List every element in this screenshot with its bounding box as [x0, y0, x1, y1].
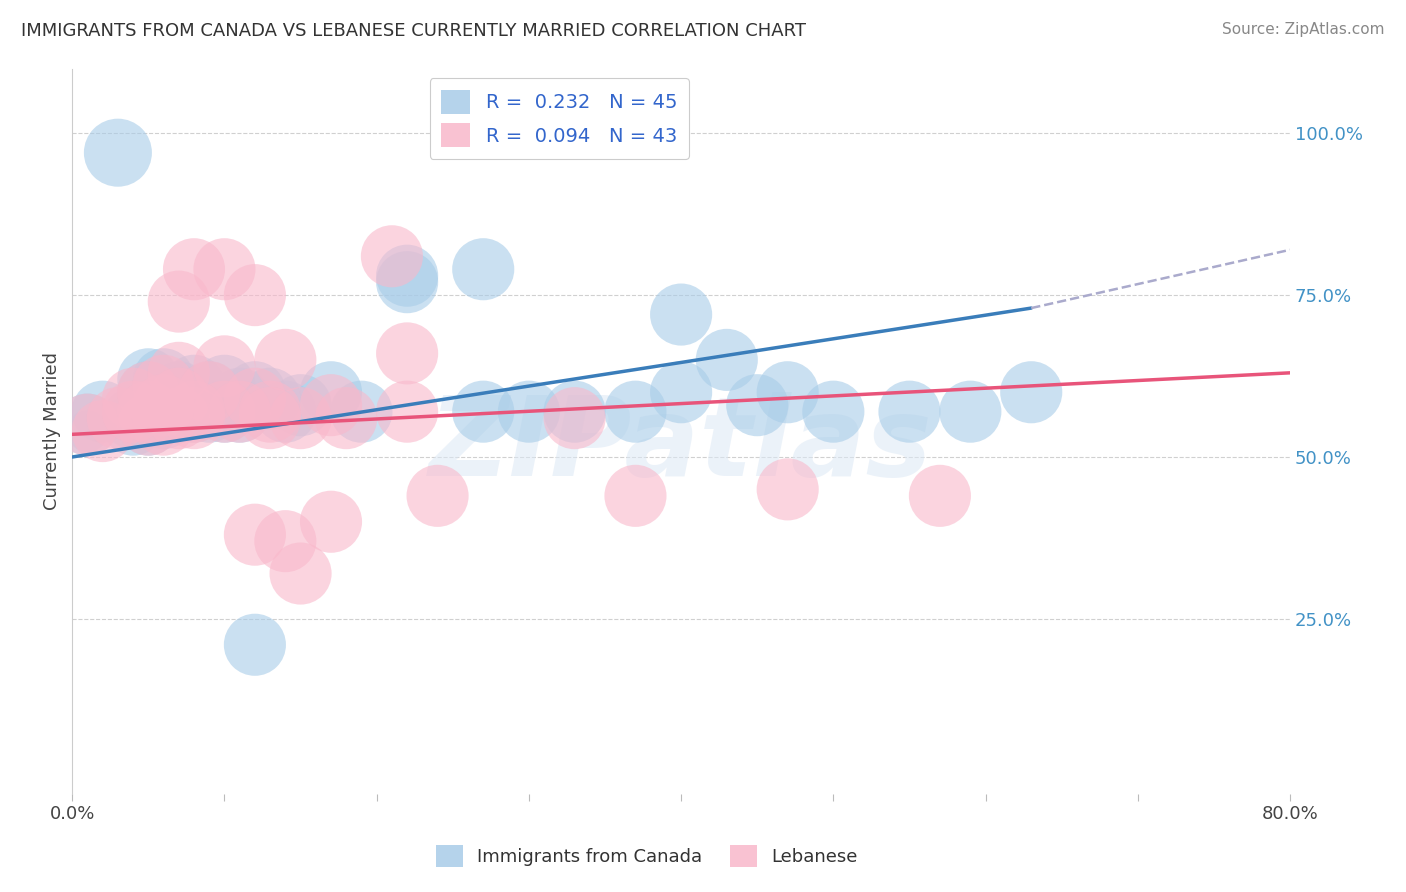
Point: [152, 398, 174, 412]
Text: IMMIGRANTS FROM CANADA VS LEBANESE CURRENTLY MARRIED CORRELATION CHART: IMMIGRANTS FROM CANADA VS LEBANESE CURRE…: [21, 22, 806, 40]
Point: [259, 392, 281, 406]
Point: [107, 411, 129, 425]
Point: [198, 385, 221, 400]
Point: [138, 417, 160, 432]
Point: [624, 405, 647, 419]
Point: [122, 411, 145, 425]
Point: [1019, 385, 1042, 400]
Point: [214, 262, 236, 277]
Point: [122, 392, 145, 406]
Point: [243, 385, 266, 400]
Point: [243, 527, 266, 541]
Point: [319, 398, 342, 412]
Point: [91, 405, 114, 419]
Point: [669, 385, 692, 400]
Point: [959, 405, 981, 419]
Point: [396, 346, 419, 360]
Point: [517, 405, 540, 419]
Text: ZIPatlas: ZIPatlas: [429, 392, 934, 500]
Point: [122, 405, 145, 419]
Point: [183, 405, 205, 419]
Point: [152, 411, 174, 425]
Point: [823, 405, 845, 419]
Point: [152, 372, 174, 386]
Point: [228, 405, 250, 419]
Point: [138, 372, 160, 386]
Point: [167, 366, 190, 380]
Point: [426, 489, 449, 503]
Y-axis label: Currently Married: Currently Married: [44, 352, 60, 510]
Point: [198, 385, 221, 400]
Point: [107, 145, 129, 160]
Point: [472, 405, 495, 419]
Point: [624, 489, 647, 503]
Point: [167, 385, 190, 400]
Point: [259, 411, 281, 425]
Point: [472, 262, 495, 277]
Point: [290, 566, 312, 581]
Point: [319, 515, 342, 529]
Point: [76, 417, 98, 432]
Point: [928, 489, 950, 503]
Point: [898, 405, 921, 419]
Point: [152, 417, 174, 432]
Point: [335, 411, 357, 425]
Point: [167, 392, 190, 406]
Point: [91, 424, 114, 438]
Point: [228, 405, 250, 419]
Point: [214, 405, 236, 419]
Point: [274, 534, 297, 549]
Point: [183, 405, 205, 419]
Point: [290, 398, 312, 412]
Point: [396, 275, 419, 289]
Point: [776, 385, 799, 400]
Point: [319, 385, 342, 400]
Point: [290, 411, 312, 425]
Point: [214, 359, 236, 374]
Point: [747, 398, 769, 412]
Point: [274, 405, 297, 419]
Point: [214, 378, 236, 392]
Point: [138, 417, 160, 432]
Point: [198, 405, 221, 419]
Point: [350, 405, 373, 419]
Point: [396, 268, 419, 283]
Point: [152, 378, 174, 392]
Point: [167, 294, 190, 309]
Point: [669, 308, 692, 322]
Point: [716, 352, 738, 367]
Point: [183, 411, 205, 425]
Point: [564, 411, 586, 425]
Point: [243, 392, 266, 406]
Point: [228, 392, 250, 406]
Legend: Immigrants from Canada, Lebanese: Immigrants from Canada, Lebanese: [429, 838, 865, 874]
Point: [381, 249, 404, 263]
Point: [214, 405, 236, 419]
Text: Source: ZipAtlas.com: Source: ZipAtlas.com: [1222, 22, 1385, 37]
Point: [167, 405, 190, 419]
Point: [122, 417, 145, 432]
Point: [396, 405, 419, 419]
Point: [274, 352, 297, 367]
Point: [138, 385, 160, 400]
Point: [167, 411, 190, 425]
Point: [138, 405, 160, 419]
Point: [183, 262, 205, 277]
Point: [243, 638, 266, 652]
Point: [76, 417, 98, 432]
Point: [76, 424, 98, 438]
Point: [564, 405, 586, 419]
Point: [259, 405, 281, 419]
Point: [183, 378, 205, 392]
Point: [776, 483, 799, 497]
Point: [243, 288, 266, 302]
Legend: R =  0.232   N = 45, R =  0.094   N = 43: R = 0.232 N = 45, R = 0.094 N = 43: [430, 78, 689, 159]
Point: [152, 398, 174, 412]
Point: [138, 405, 160, 419]
Point: [138, 385, 160, 400]
